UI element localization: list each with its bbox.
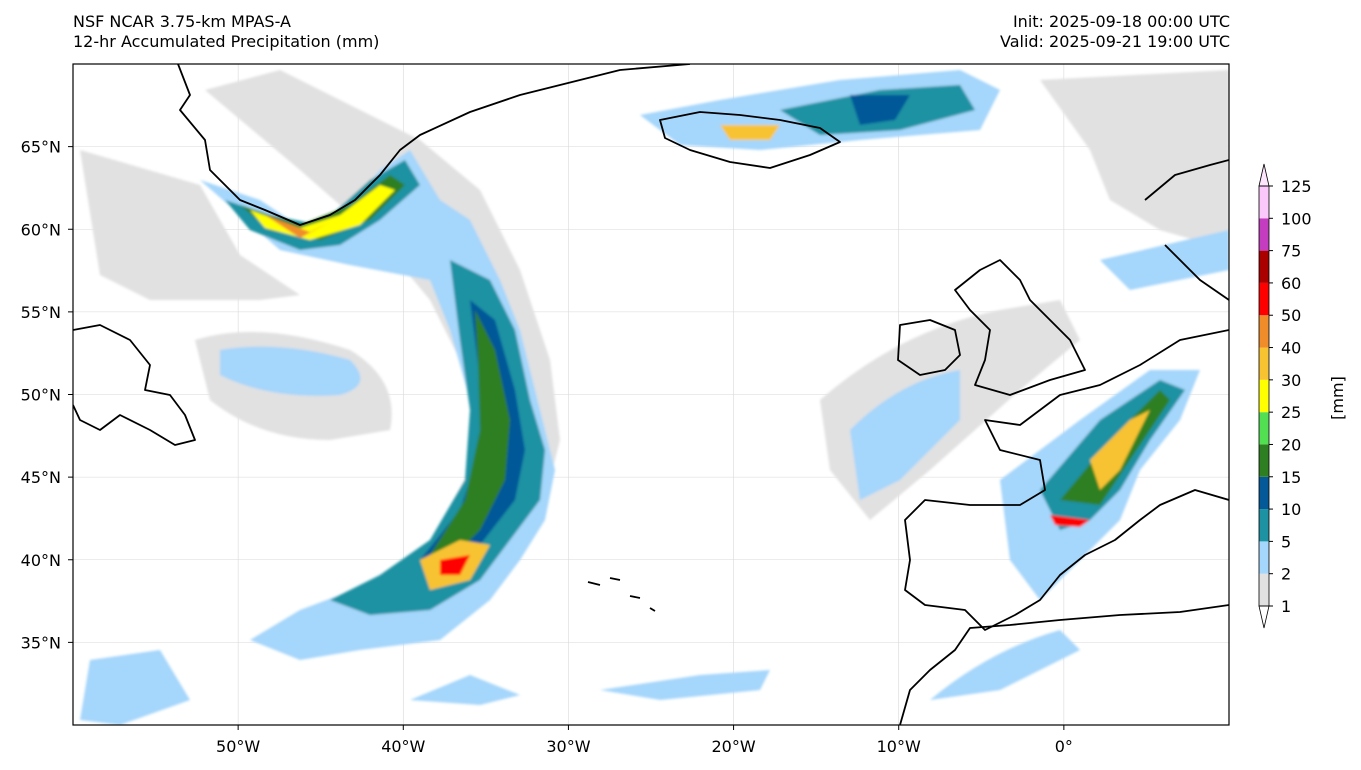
colorbar-extend-max — [1258, 163, 1270, 187]
colorbar-extend-min — [1258, 605, 1270, 629]
colorbar-tick-label: 60 — [1281, 274, 1301, 293]
longitude-axis: 50°W 40°W 30°W 20°W 10°W 0° — [216, 725, 1073, 756]
precipitation-field — [80, 70, 1229, 725]
coastline-ireland — [897, 319, 961, 376]
colorbar-segment — [1259, 218, 1269, 251]
colorbar-tick-label: 15 — [1281, 468, 1301, 487]
precip-area-intense — [440, 555, 470, 575]
latitude-axis: 35°N 40°N 45°N 50°N 55°N 60°N 65°N — [21, 138, 73, 652]
lat-tick-label: 50°N — [21, 386, 61, 405]
lon-tick-label: 40°W — [381, 737, 425, 756]
precip-area-light — [220, 346, 361, 396]
colorbar-tick-label: 2 — [1281, 565, 1291, 584]
colorbar-tick-label: 75 — [1281, 242, 1301, 261]
lat-tick-label: 45°N — [21, 468, 61, 487]
lat-tick-label: 65°N — [21, 138, 61, 157]
lat-tick-label: 55°N — [21, 303, 61, 322]
lat-tick-label: 35°N — [21, 633, 61, 652]
lon-tick-label: 0° — [1055, 737, 1073, 756]
precip-area-intense — [1050, 515, 1090, 527]
lat-tick-label: 60°N — [21, 220, 61, 239]
colorbar-segment — [1259, 541, 1269, 574]
colorbar-tick-label: 5 — [1281, 532, 1291, 551]
coastlines — [73, 64, 1229, 725]
colorbar-label: [mm] — [1328, 376, 1347, 420]
colorbar-segment — [1259, 573, 1269, 606]
precip-area-light — [850, 370, 960, 500]
coastline-scandinavia — [1144, 159, 1229, 301]
precip-area-intense — [265, 215, 330, 238]
lon-tick-label: 30°W — [546, 737, 590, 756]
precip-area-light — [1100, 230, 1229, 290]
colorbar-tick-label: 10 — [1281, 500, 1301, 519]
colorbar-tick-label: 100 — [1281, 209, 1312, 228]
lon-tick-label: 10°W — [877, 737, 921, 756]
colorbar-tick-label: 125 — [1281, 177, 1312, 196]
coastline-azores — [587, 577, 656, 612]
precip-area-light — [930, 630, 1080, 700]
coastline-greenland — [177, 64, 691, 226]
coastline-iceland — [659, 111, 841, 169]
colorbar-tick-label: 30 — [1281, 371, 1301, 390]
lat-tick-label: 40°N — [21, 551, 61, 570]
field-title: 12-hr Accumulated Precipitation (mm) — [73, 32, 380, 51]
precip-area-heavy — [850, 95, 910, 125]
colorbar-segment — [1259, 250, 1269, 283]
colorbar-tick-label: 20 — [1281, 435, 1301, 454]
lon-tick-label: 20°W — [711, 737, 755, 756]
title-block: NSF NCAR 3.75-km MPAS-A 12-hr Accumulate… — [73, 12, 379, 52]
model-title: NSF NCAR 3.75-km MPAS-A — [73, 12, 291, 31]
colorbar-tick-label: 25 — [1281, 403, 1301, 422]
precip-area-trace — [1040, 70, 1229, 250]
precip-area-trace — [80, 150, 300, 300]
precip-area-light — [80, 650, 190, 725]
colorbar-segment — [1259, 379, 1269, 413]
coastline-africa — [899, 604, 1229, 725]
colorbar-segment — [1259, 444, 1269, 477]
precip-area-light — [600, 670, 770, 700]
init-time: Init: 2025-09-18 00:00 UTC — [1012, 12, 1230, 31]
time-block: Init: 2025-09-18 00:00 UTC Valid: 2025-0… — [1000, 12, 1230, 52]
lon-tick-label: 50°W — [216, 737, 260, 756]
colorbar-segment — [1259, 412, 1269, 445]
coastline-europe — [904, 329, 1229, 631]
colorbar-segment — [1259, 282, 1269, 316]
valid-time: Valid: 2025-09-21 19:00 UTC — [999, 32, 1230, 51]
precip-area-intense — [720, 125, 780, 140]
colorbar-segment — [1259, 315, 1269, 348]
colorbar-segment — [1259, 186, 1269, 219]
colorbar-tick-label: 1 — [1281, 597, 1291, 616]
map-area — [73, 64, 1229, 725]
colorbar-segment — [1259, 509, 1269, 542]
colorbar-segment — [1259, 347, 1269, 380]
precip-area-intense — [1090, 410, 1150, 490]
coastline-britain — [954, 259, 1086, 396]
coastline-newfoundland-labrador — [73, 324, 196, 446]
precip-area-light — [410, 675, 520, 705]
colorbar-segment — [1259, 476, 1269, 510]
colorbar-tick-label: 40 — [1281, 339, 1301, 358]
colorbar-frame — [1258, 185, 1270, 607]
precip-area-green — [430, 310, 510, 560]
colorbar-tick-label: 50 — [1281, 306, 1301, 325]
